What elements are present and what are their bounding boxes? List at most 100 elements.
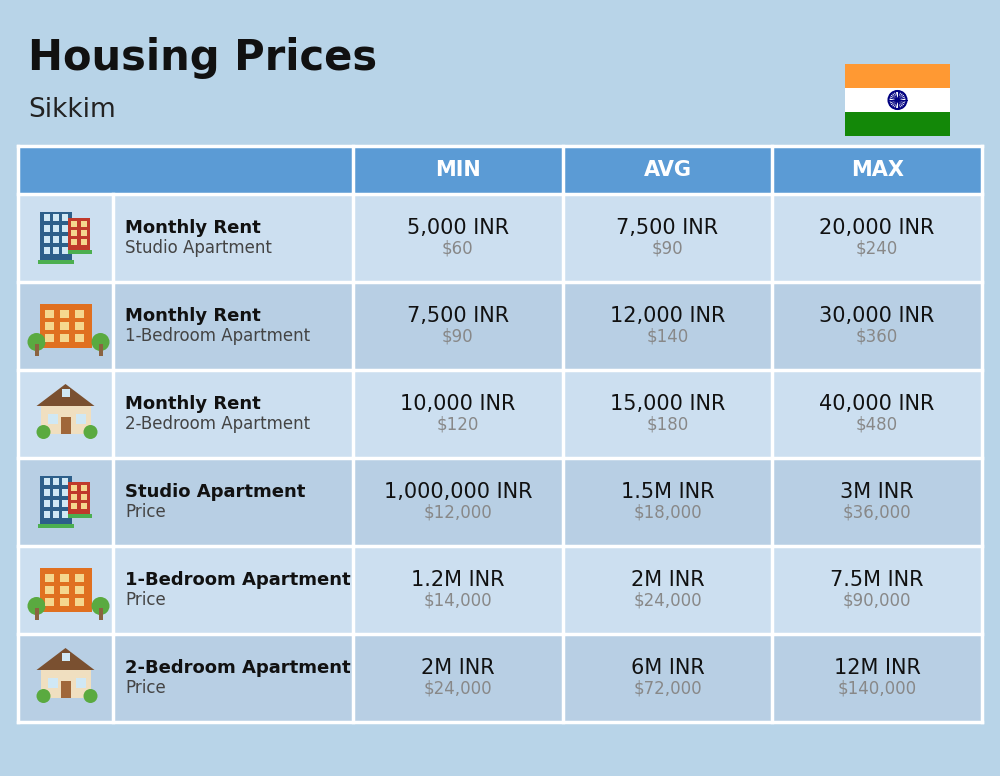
Text: MAX: MAX xyxy=(851,160,904,180)
Text: 7,500 INR: 7,500 INR xyxy=(407,306,509,326)
FancyBboxPatch shape xyxy=(74,574,84,582)
FancyBboxPatch shape xyxy=(60,334,68,342)
FancyBboxPatch shape xyxy=(44,236,50,243)
FancyBboxPatch shape xyxy=(98,344,103,356)
Text: 40,000 INR: 40,000 INR xyxy=(819,394,935,414)
FancyBboxPatch shape xyxy=(70,485,76,491)
FancyBboxPatch shape xyxy=(772,146,982,194)
FancyBboxPatch shape xyxy=(62,389,70,397)
FancyBboxPatch shape xyxy=(76,414,86,424)
Text: $140: $140 xyxy=(646,327,689,345)
FancyBboxPatch shape xyxy=(18,282,982,370)
Text: $60: $60 xyxy=(442,239,474,257)
Circle shape xyxy=(92,333,110,351)
Text: 3M INR: 3M INR xyxy=(840,482,914,502)
FancyBboxPatch shape xyxy=(62,500,68,507)
FancyBboxPatch shape xyxy=(18,546,982,634)
FancyBboxPatch shape xyxy=(48,414,58,424)
FancyBboxPatch shape xyxy=(74,598,84,606)
FancyBboxPatch shape xyxy=(52,500,58,507)
FancyBboxPatch shape xyxy=(44,511,50,518)
FancyBboxPatch shape xyxy=(40,476,72,524)
Text: $360: $360 xyxy=(856,327,898,345)
Text: Housing Prices: Housing Prices xyxy=(28,37,377,79)
Circle shape xyxy=(36,425,50,439)
Text: Price: Price xyxy=(125,503,166,521)
FancyBboxPatch shape xyxy=(60,586,68,594)
FancyBboxPatch shape xyxy=(44,334,54,342)
FancyBboxPatch shape xyxy=(353,146,563,194)
FancyBboxPatch shape xyxy=(80,494,87,500)
FancyBboxPatch shape xyxy=(62,214,68,221)
Circle shape xyxy=(896,99,899,102)
FancyBboxPatch shape xyxy=(44,478,50,485)
FancyBboxPatch shape xyxy=(66,250,92,254)
FancyBboxPatch shape xyxy=(845,64,950,88)
Text: $90: $90 xyxy=(652,239,683,257)
FancyBboxPatch shape xyxy=(40,568,92,612)
FancyBboxPatch shape xyxy=(40,212,72,260)
Text: $18,000: $18,000 xyxy=(633,503,702,521)
Text: 5,000 INR: 5,000 INR xyxy=(407,218,509,238)
Text: 20,000 INR: 20,000 INR xyxy=(819,218,935,238)
Text: 1-Bedroom Apartment: 1-Bedroom Apartment xyxy=(125,571,351,589)
FancyBboxPatch shape xyxy=(34,608,38,620)
Text: 30,000 INR: 30,000 INR xyxy=(819,306,935,326)
FancyBboxPatch shape xyxy=(44,322,54,330)
Text: $90,000: $90,000 xyxy=(843,591,911,609)
FancyBboxPatch shape xyxy=(68,482,90,514)
FancyBboxPatch shape xyxy=(52,511,58,518)
FancyBboxPatch shape xyxy=(40,670,90,698)
FancyBboxPatch shape xyxy=(76,678,86,688)
Text: 2-Bedroom Apartment: 2-Bedroom Apartment xyxy=(125,415,310,433)
Text: 2-Bedroom Apartment: 2-Bedroom Apartment xyxy=(125,659,351,677)
FancyBboxPatch shape xyxy=(18,194,982,282)
FancyBboxPatch shape xyxy=(44,489,50,496)
FancyBboxPatch shape xyxy=(62,489,68,496)
Polygon shape xyxy=(60,386,72,396)
Polygon shape xyxy=(36,384,94,406)
FancyBboxPatch shape xyxy=(70,503,76,509)
FancyBboxPatch shape xyxy=(60,574,68,582)
Text: Monthly Rent: Monthly Rent xyxy=(125,219,261,237)
Text: 1.2M INR: 1.2M INR xyxy=(411,570,505,590)
FancyBboxPatch shape xyxy=(44,500,50,507)
Text: MIN: MIN xyxy=(435,160,481,180)
Text: Studio Apartment: Studio Apartment xyxy=(125,239,272,257)
Text: Price: Price xyxy=(125,679,166,697)
FancyBboxPatch shape xyxy=(70,494,76,500)
FancyBboxPatch shape xyxy=(52,478,58,485)
Text: 10,000 INR: 10,000 INR xyxy=(400,394,516,414)
FancyBboxPatch shape xyxy=(70,221,76,227)
FancyBboxPatch shape xyxy=(62,511,68,518)
Text: 12M INR: 12M INR xyxy=(834,658,921,678)
Text: 12,000 INR: 12,000 INR xyxy=(610,306,725,326)
Circle shape xyxy=(28,597,46,615)
FancyBboxPatch shape xyxy=(70,239,76,245)
Text: Monthly Rent: Monthly Rent xyxy=(125,395,261,413)
Text: $120: $120 xyxy=(437,415,479,433)
FancyBboxPatch shape xyxy=(44,225,50,232)
FancyBboxPatch shape xyxy=(18,458,982,546)
Circle shape xyxy=(84,425,98,439)
FancyBboxPatch shape xyxy=(38,524,74,528)
FancyBboxPatch shape xyxy=(66,514,92,518)
FancyBboxPatch shape xyxy=(52,236,58,243)
FancyBboxPatch shape xyxy=(60,310,68,318)
Text: $180: $180 xyxy=(646,415,689,433)
Text: 1-Bedroom Apartment: 1-Bedroom Apartment xyxy=(125,327,310,345)
FancyBboxPatch shape xyxy=(62,478,68,485)
FancyBboxPatch shape xyxy=(60,681,70,698)
Text: $72,000: $72,000 xyxy=(633,679,702,697)
FancyBboxPatch shape xyxy=(80,503,87,509)
FancyBboxPatch shape xyxy=(80,230,87,236)
FancyBboxPatch shape xyxy=(60,598,68,606)
FancyBboxPatch shape xyxy=(52,225,58,232)
FancyBboxPatch shape xyxy=(62,225,68,232)
Circle shape xyxy=(84,689,98,703)
Circle shape xyxy=(28,333,46,351)
FancyBboxPatch shape xyxy=(52,247,58,254)
Text: Studio Apartment: Studio Apartment xyxy=(125,483,305,501)
FancyBboxPatch shape xyxy=(80,239,87,245)
Text: 2M INR: 2M INR xyxy=(631,570,704,590)
